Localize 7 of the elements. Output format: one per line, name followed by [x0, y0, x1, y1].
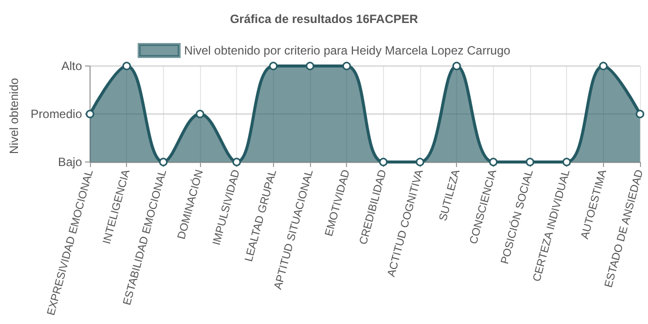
legend-label: Nivel obtenido por criterio para Heidy Marcela Lopez Carrugo: [184, 44, 511, 58]
chart-title: Gráfica de resultados 16FACPER: [230, 12, 418, 26]
y-axis-title: Nivel obtenido: [7, 78, 21, 154]
text: Promedio: [30, 107, 82, 121]
x-tick-label: LEALTAD GRUPAL: [242, 168, 280, 264]
text: Bajo: [58, 155, 82, 169]
text: Alto: [61, 59, 82, 73]
